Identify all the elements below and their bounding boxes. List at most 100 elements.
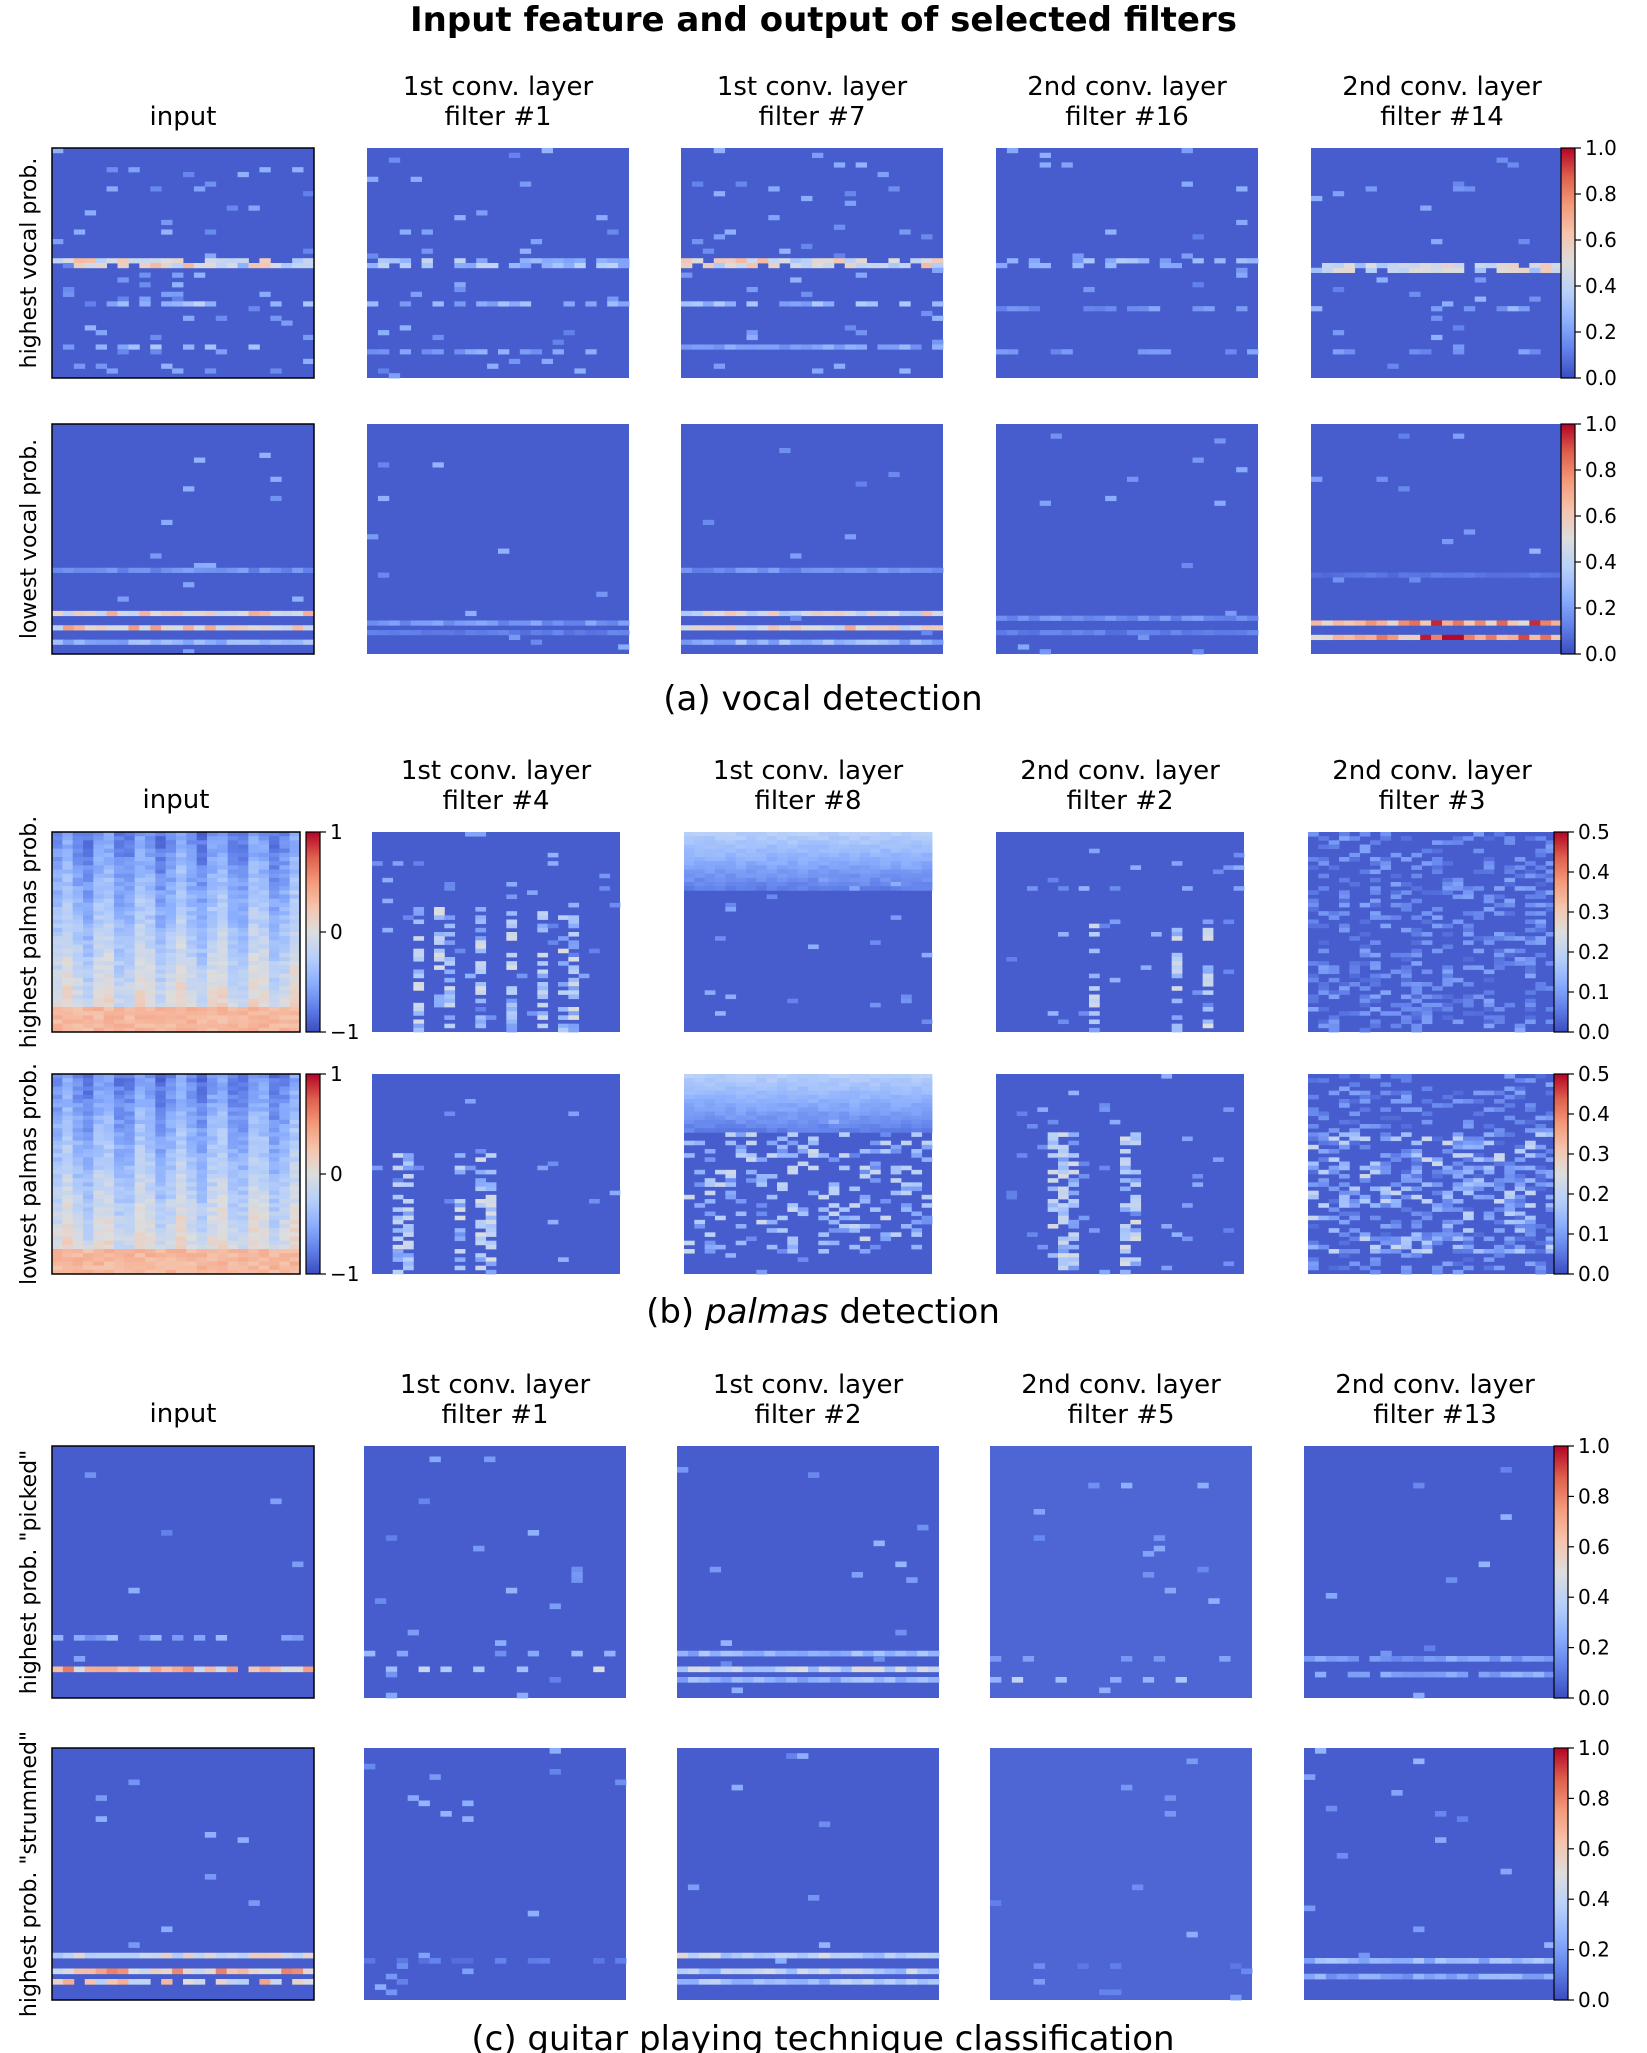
- column-title: 2nd conv. layer filter #2: [1020, 756, 1220, 816]
- colorbar-tick-label: 0.8: [1585, 182, 1617, 206]
- column-title: 1st conv. layer filter #1: [403, 72, 594, 132]
- colorbar-tick-label: 0.4: [1585, 274, 1617, 298]
- heatmap-a-r1-c2: [681, 424, 944, 654]
- colorbar-tick-label: −1: [330, 1262, 359, 1286]
- row-label: highest vocal prob.: [17, 158, 42, 369]
- colorbar: 1.0 0.8 0.6 0.4 0.2 0.0: [1553, 1736, 1610, 2012]
- heatmap-c-r0-c1: [364, 1446, 626, 1699]
- colorbar-tick-label: 0.4: [1585, 550, 1617, 574]
- colorbar: 1 0 −1: [305, 1062, 359, 1286]
- colorbar-tick-label: 1.0: [1578, 1434, 1610, 1458]
- column-title: 1st conv. layer filter #7: [717, 72, 908, 132]
- panel-caption: (b) palmas detection: [646, 1292, 1000, 1332]
- colorbar-tick-label: 0.2: [1578, 1182, 1610, 1206]
- heatmap-a-r1-c0: [51, 423, 315, 655]
- heatmap-a-r0-c0: [51, 147, 315, 379]
- row-label: lowest vocal prob.: [17, 439, 42, 639]
- heatmap-a-r1-c1: [367, 424, 630, 654]
- colorbar-tick-label: 0.6: [1578, 1535, 1610, 1559]
- colorbar-tick-label: 1.0: [1585, 136, 1617, 160]
- colorbar-tick-label: 0.6: [1585, 504, 1617, 528]
- column-title: 1st conv. layer filter #8: [713, 756, 904, 816]
- colorbar-tick-label: 0.8: [1585, 458, 1617, 482]
- heatmap-b-r1-c1: [372, 1074, 621, 1275]
- panel-caption: (a) vocal detection: [663, 679, 982, 719]
- colorbar-tick-label: 0.1: [1578, 1222, 1610, 1246]
- colorbar: 1.0 0.8 0.6 0.4 0.2 0.0: [1560, 136, 1617, 390]
- colorbar-tick-label: 0.1: [1578, 980, 1610, 1004]
- heatmap-c-r1-c3: [990, 1748, 1253, 2001]
- heatmap-b-r0-c3: [996, 832, 1245, 1033]
- heatmap-c-r1-c4: [1304, 1748, 1567, 2000]
- colorbar: 1.0 0.8 0.6 0.4 0.2 0.0: [1553, 1434, 1610, 1710]
- colorbar-tick-label: 0.6: [1585, 228, 1617, 252]
- colorbar-tick-label: 0.5: [1578, 1062, 1610, 1086]
- heatmap-a-r0-c1: [367, 148, 630, 379]
- colorbar-tick-label: 0.8: [1578, 1484, 1610, 1508]
- row-label: lowest palmas prob.: [17, 1063, 42, 1285]
- colorbar-tick-label: 0.4: [1578, 1887, 1610, 1911]
- colorbar-tick-label: 0.3: [1578, 900, 1610, 924]
- colorbar-tick-label: 0.0: [1578, 1262, 1610, 1286]
- colorbar-tick-label: 0.2: [1585, 596, 1617, 620]
- row-label: highest palmas prob.: [17, 816, 42, 1048]
- colorbar-tick-label: 0.0: [1578, 1020, 1610, 1044]
- colorbar-tick-label: 0.6: [1578, 1837, 1610, 1861]
- heatmap-c-r0-c4: [1304, 1446, 1567, 1699]
- heatmap-a-r0-c2: [681, 148, 944, 378]
- heatmap-b-r0-c1: [372, 832, 621, 1033]
- column-title: input: [150, 1399, 217, 1429]
- colorbar-tick-label: 0.0: [1585, 366, 1617, 390]
- column-title: 1st conv. layer filter #4: [401, 756, 592, 816]
- colorbar: 1.0 0.8 0.6 0.4 0.2 0.0: [1560, 412, 1617, 666]
- heatmap-a-r0-c3: [996, 148, 1259, 378]
- colorbar-tick-label: 1.0: [1585, 412, 1617, 436]
- heatmap-b-r0-c2: [684, 832, 933, 1032]
- column-title: input: [150, 102, 217, 132]
- colorbar-tick-label: 0.2: [1578, 1938, 1610, 1962]
- colorbar-tick-label: 0.4: [1578, 1102, 1610, 1126]
- colorbar-tick-label: 0.3: [1578, 1142, 1610, 1166]
- colorbar-tick-label: 0.2: [1578, 1636, 1610, 1660]
- panel-caption: (c) guitar playing technique classificat…: [471, 2019, 1174, 2053]
- heatmap-b-r1-c4: [1308, 1074, 1557, 1275]
- colorbar-tick-label: 1: [330, 820, 343, 844]
- column-title: 2nd conv. layer filter #16: [1027, 72, 1227, 132]
- colorbar-tick-label: 0.0: [1578, 1686, 1610, 1710]
- heatmap-c-r1-c1: [364, 1748, 627, 2000]
- colorbar-tick-label: 0.4: [1578, 1585, 1610, 1609]
- colorbar: 1 0 −1: [305, 820, 359, 1044]
- column-title: 2nd conv. layer filter #5: [1021, 1370, 1221, 1430]
- column-title: 2nd conv. layer filter #3: [1332, 756, 1532, 816]
- column-title: 2nd conv. layer filter #14: [1342, 72, 1542, 132]
- colorbar-tick-label: 0.0: [1585, 642, 1617, 666]
- colorbar-tick-label: 0.4: [1578, 860, 1610, 884]
- colorbar-tick-label: 0: [330, 920, 343, 944]
- heatmap-c-r1-c0: [51, 1747, 315, 2001]
- colorbar-tick-label: 0.5: [1578, 820, 1610, 844]
- heatmap-c-r0-c2: [677, 1446, 940, 1698]
- colorbar: 0.5 0.4 0.3 0.2 0.1 0.0: [1553, 1062, 1610, 1286]
- row-label: highest prob. "picked": [17, 1450, 42, 1694]
- heatmap-a-r0-c4: [1311, 148, 1574, 378]
- colorbar-tick-label: 1: [330, 1062, 343, 1086]
- heatmap-b-r1-c0: [51, 1073, 301, 1275]
- colorbar-tick-label: 1.0: [1578, 1736, 1610, 1760]
- heatmap-c-r1-c2: [677, 1748, 940, 2000]
- colorbar-tick-label: 0: [330, 1162, 343, 1186]
- colorbar-tick-label: −1: [330, 1020, 359, 1044]
- heatmap-b-r0-c4: [1308, 832, 1557, 1033]
- colorbar: 0.5 0.4 0.3 0.2 0.1 0.0: [1553, 820, 1610, 1044]
- colorbar-tick-label: 0.2: [1578, 940, 1610, 964]
- colorbar-tick-label: 0.2: [1585, 320, 1617, 344]
- panel-c: input 1st conv. layer filter #1 1st conv. l…: [17, 1370, 1610, 2053]
- row-label: highest prob. "strummed": [17, 1731, 42, 2017]
- column-title: 2nd conv. layer filter #13: [1335, 1370, 1535, 1430]
- figure-title: Input feature and output of selected fil…: [410, 0, 1237, 40]
- column-title: input: [143, 785, 210, 815]
- column-title: 1st conv. layer filter #2: [713, 1370, 904, 1430]
- heatmap-b-r0-c0: [51, 831, 301, 1033]
- colorbar-tick-label: 0.0: [1578, 1988, 1610, 2012]
- heatmap-b-r1-c2: [684, 1074, 933, 1275]
